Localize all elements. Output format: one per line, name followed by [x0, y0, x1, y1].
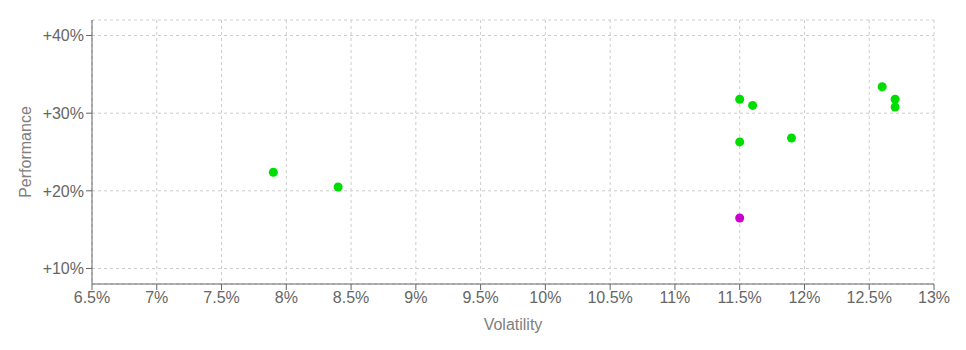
svg-text:9%: 9%	[404, 289, 427, 306]
svg-text:8%: 8%	[275, 289, 298, 306]
svg-text:7%: 7%	[145, 289, 168, 306]
svg-text:7.5%: 7.5%	[203, 289, 239, 306]
svg-text:6.5%: 6.5%	[74, 289, 110, 306]
svg-text:10.5%: 10.5%	[587, 289, 632, 306]
svg-text:8.5%: 8.5%	[333, 289, 369, 306]
svg-text:12%: 12%	[788, 289, 820, 306]
svg-text:11%: 11%	[660, 289, 691, 306]
svg-text:11.5%: 11.5%	[718, 289, 762, 306]
svg-text:13%: 13%	[918, 289, 950, 306]
svg-text:10%: 10%	[529, 289, 561, 306]
svg-text:Performance: Performance	[17, 106, 34, 198]
svg-text:+30%: +30%	[43, 105, 84, 122]
svg-text:Volatility: Volatility	[484, 316, 543, 333]
svg-text:12.5%: 12.5%	[847, 289, 892, 306]
svg-text:+40%: +40%	[43, 27, 84, 44]
svg-text:9.5%: 9.5%	[462, 289, 498, 306]
svg-text:+20%: +20%	[43, 183, 84, 200]
svg-text:+10%: +10%	[43, 260, 84, 277]
